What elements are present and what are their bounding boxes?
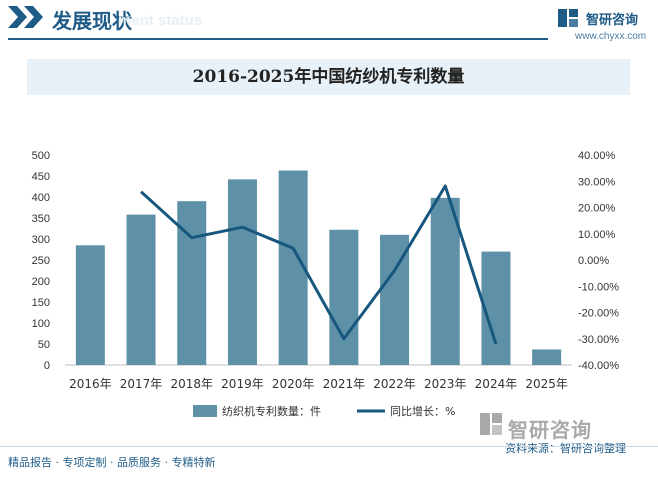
x-tick-label: 2016年 [69, 377, 112, 391]
brand-name: 智研咨询 [586, 13, 639, 28]
y-right-tick-label: -20.00% [578, 308, 619, 320]
y-right-tick-label: -40.00% [578, 360, 619, 372]
x-tick-label: 2024年 [475, 377, 518, 391]
footer-divider [0, 446, 658, 447]
x-tick-label: 2023年 [424, 377, 467, 391]
y-right-tick-label: 0.00% [578, 255, 609, 267]
y-right-tick-label: -30.00% [578, 334, 619, 346]
x-tick-label: 2018年 [170, 377, 213, 391]
y-left-tick-label: 500 [32, 150, 50, 162]
y-left-tick-label: 200 [32, 276, 50, 288]
y-right-tick-label: 40.00% [578, 150, 616, 162]
x-tick-label: 2020年 [272, 377, 315, 391]
y-left-tick-label: 450 [32, 171, 50, 183]
footer-logo-text: 智研咨询 [508, 418, 592, 442]
chevron-arrows-icon [8, 6, 43, 28]
bar [481, 251, 511, 365]
x-tick-label: 2019年 [221, 377, 264, 391]
bar [329, 229, 359, 365]
bar [75, 245, 105, 365]
bar [177, 201, 207, 365]
x-tick-label: 2022年 [373, 377, 416, 391]
bar [532, 349, 562, 365]
header-divider [8, 38, 548, 40]
y-right-tick-label: 10.00% [578, 229, 616, 241]
x-tick-label: 2021年 [323, 377, 366, 391]
header-bar: 发展现状 ment status [0, 0, 658, 40]
growth-line [140, 184, 498, 345]
chart-title-box: 2016-2025年中国纺纱机专利数量 [27, 59, 630, 95]
x-tick-label: 2017年 [120, 377, 163, 391]
brand-logo-icon [558, 9, 578, 27]
brand-url[interactable]: www.chyxx.com [575, 31, 647, 42]
y-left-tick-label: 400 [32, 192, 50, 204]
y-left-tick-label: 300 [32, 234, 50, 246]
legend-label-line: 同比增长：% [390, 404, 455, 418]
y-right-tick-label: 30.00% [578, 176, 616, 188]
legend-swatch-bars [193, 405, 217, 417]
y-left-tick-label: 0 [44, 360, 50, 372]
legend-label-bars: 纺织机专利数量：件 [222, 404, 321, 418]
x-tick-label: 2025年 [525, 377, 568, 391]
y-left-tick-label: 50 [38, 339, 50, 351]
footer-tagline: 精品报告 · 专项定制 · 品质服务 · 专精特新 [8, 456, 216, 469]
y-left-tick-label: 250 [32, 255, 50, 267]
bar [430, 197, 460, 365]
y-left-tick-label: 350 [32, 213, 50, 225]
chart-title: 2016-2025年中国纺纱机专利数量 [192, 67, 465, 87]
bar [126, 214, 156, 365]
section-subtitle-watermark: ment status [118, 12, 203, 29]
y-left-tick-label: 150 [32, 297, 50, 309]
footer-logo-icon [480, 413, 502, 435]
bar [227, 179, 257, 365]
y-right-tick-label: 20.00% [578, 203, 616, 215]
y-left-tick-label: 100 [32, 318, 50, 330]
y-right-tick-label: -10.00% [578, 281, 619, 293]
source-note: 资料来源：智研咨询整理 [505, 442, 626, 455]
section-title: 发展现状 [52, 9, 132, 33]
